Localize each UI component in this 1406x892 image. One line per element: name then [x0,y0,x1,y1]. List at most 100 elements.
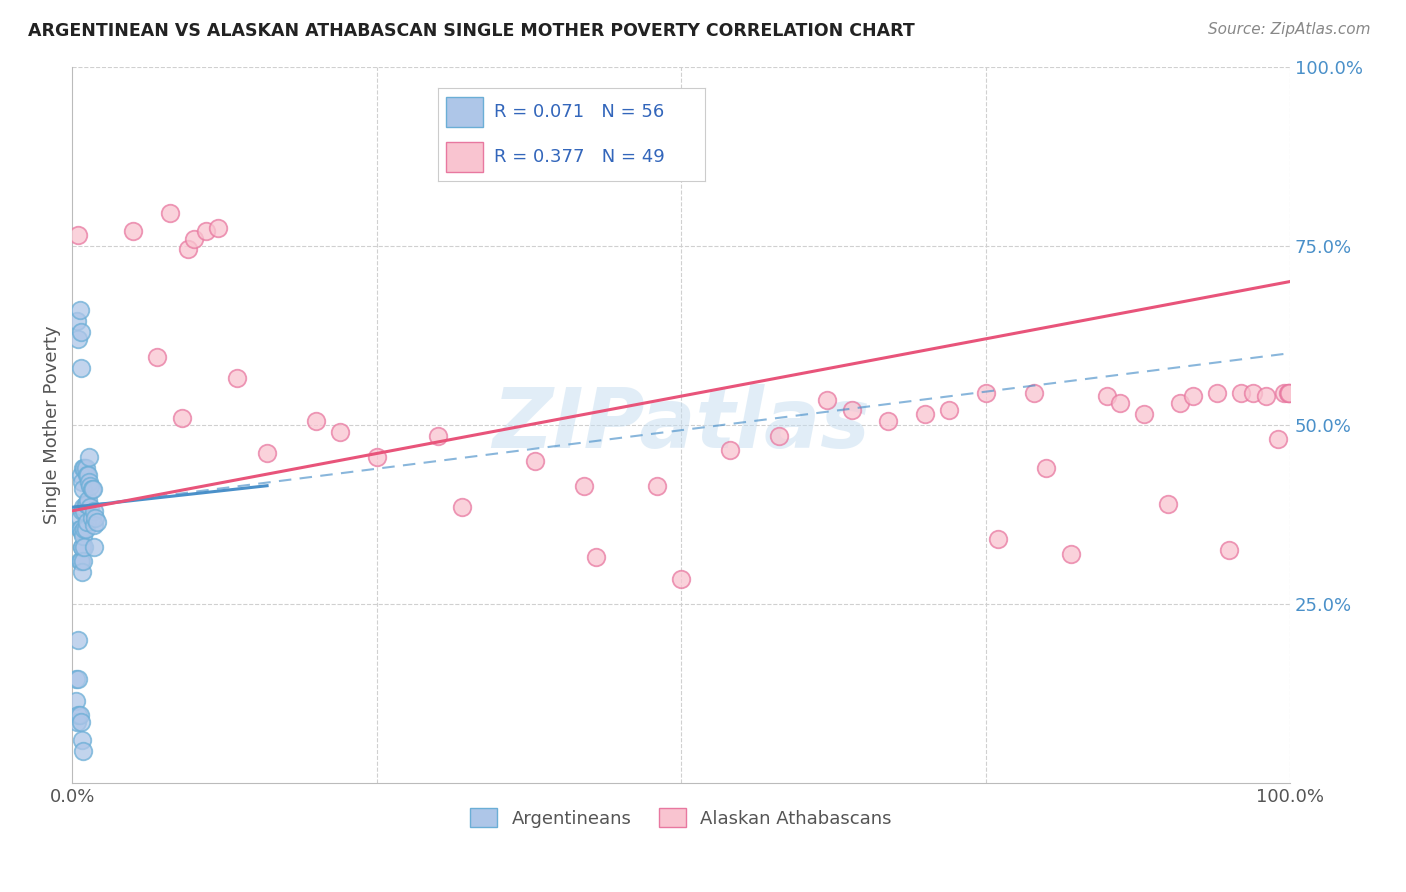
Text: ARGENTINEAN VS ALASKAN ATHABASCAN SINGLE MOTHER POVERTY CORRELATION CHART: ARGENTINEAN VS ALASKAN ATHABASCAN SINGLE… [28,22,915,40]
Point [67,708,90,723]
Point [585,550,607,565]
Point [987,533,1010,547]
Point [877,414,900,428]
Point [67,632,90,647]
Point [70,475,93,490]
Point [1097,389,1119,403]
Point [974,385,997,400]
Point [75,522,97,536]
Point [73,460,96,475]
Point [1206,385,1229,400]
Point [146,350,169,364]
Point [426,428,449,442]
Point [645,479,668,493]
Point [170,410,193,425]
Point [69,511,91,525]
Point [1254,389,1277,403]
Point [69,467,91,482]
Point [1230,385,1253,400]
Point [1181,389,1204,403]
Point [1243,385,1265,400]
Point [66,715,89,730]
Point [69,325,91,339]
Point [69,708,91,723]
Point [1267,432,1289,446]
Point [669,572,692,586]
Point [938,403,960,417]
Point [72,500,94,515]
Point [76,467,98,482]
Point [67,672,90,686]
Point [183,231,205,245]
Point [69,303,91,318]
Point [80,483,103,497]
Point [67,332,90,346]
Point [69,360,91,375]
Point [66,314,89,328]
Point [83,540,105,554]
Point [1108,396,1130,410]
Point [1133,407,1156,421]
Point [69,554,91,568]
Point [1278,385,1301,400]
Point [305,414,328,428]
Point [815,392,838,407]
Point [65,672,87,686]
Point [225,371,247,385]
Point [73,504,96,518]
Point [1157,497,1180,511]
Text: Source: ZipAtlas.com: Source: ZipAtlas.com [1208,22,1371,37]
Point [82,483,104,497]
Point [84,511,107,525]
Point [79,479,101,493]
Point [1024,385,1046,400]
Point [122,224,145,238]
Point [366,450,388,464]
Point [1035,460,1057,475]
Point [177,242,200,256]
Point [72,529,94,543]
Point [841,403,863,417]
Point [75,497,97,511]
Point [768,428,790,442]
Point [83,518,105,533]
Point [75,460,97,475]
Point [1277,385,1299,400]
Point [195,224,218,238]
Point [65,693,87,707]
Point [80,511,103,525]
Point [77,475,100,490]
Point [1170,396,1192,410]
Point [70,540,93,554]
Point [72,460,94,475]
Point [718,442,741,457]
Point [69,554,91,568]
Point [451,500,474,515]
Point [70,525,93,540]
Point [73,522,96,536]
Point [70,565,93,579]
Point [524,453,547,467]
Point [1060,547,1083,561]
Point [1218,543,1240,558]
Point [72,744,94,758]
Legend: Argentineans, Alaskan Athabascans: Argentineans, Alaskan Athabascans [463,801,898,835]
Point [73,540,96,554]
Point [1278,385,1301,400]
Point [69,715,91,730]
Point [70,733,93,747]
Text: ZIPatlas: ZIPatlas [492,384,870,466]
Point [69,522,91,536]
Point [76,515,98,529]
Point [83,504,105,518]
Point [1272,385,1295,400]
Point [77,493,100,508]
Point [67,227,90,242]
Point [207,220,229,235]
Point [72,483,94,497]
Point [70,540,93,554]
Point [86,515,108,529]
Point [72,554,94,568]
Y-axis label: Single Mother Poverty: Single Mother Poverty [44,326,60,524]
Point [159,206,181,220]
